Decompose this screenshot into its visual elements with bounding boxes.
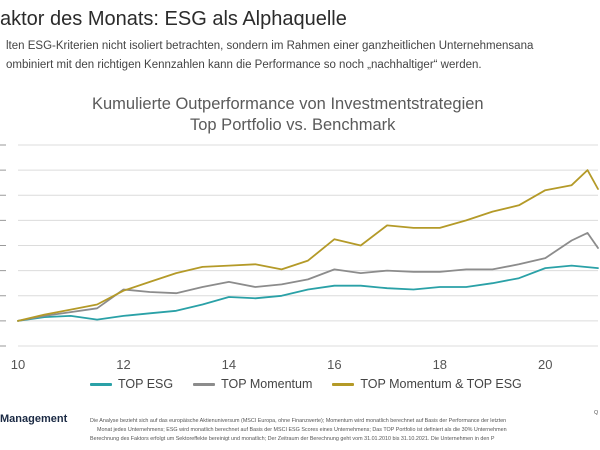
footnote-line-1: Die Analyse bezieht sich auf das europäi… bbox=[90, 418, 507, 424]
legend-item-top-esg: TOP ESG bbox=[90, 377, 173, 391]
x-tick-label: 18 bbox=[433, 357, 447, 372]
legend-swatch-top-momentum-esg bbox=[332, 382, 355, 386]
series-line-2 bbox=[17, 169, 599, 322]
x-tick-label: 14 bbox=[222, 357, 236, 372]
chart-subtitle: Top Portfolio vs. Benchmark bbox=[190, 116, 396, 134]
chart-legend: TOP ESG TOP Momentum TOP Momentum & TOP … bbox=[90, 377, 522, 391]
x-tick-label: 16 bbox=[327, 357, 341, 372]
chart-title: Kumulierte Outperformance von Investment… bbox=[92, 95, 484, 113]
footnote-line-3: Berechnung des Faktors erfolgt um Sektor… bbox=[90, 436, 495, 442]
x-tick-label: 10 bbox=[11, 357, 25, 372]
company-logo: Management bbox=[0, 413, 68, 425]
legend-label-top-momentum-esg: TOP Momentum & TOP ESG bbox=[360, 377, 522, 391]
source-label: Q bbox=[594, 410, 599, 416]
legend-item-top-momentum-esg: TOP Momentum & TOP ESG bbox=[332, 377, 522, 391]
series-line-1 bbox=[17, 231, 599, 322]
legend-swatch-top-esg bbox=[90, 382, 112, 386]
legend-item-top-momentum: TOP Momentum bbox=[193, 377, 312, 391]
subtitle-line-1: lten ESG-Kriterien nicht isoliert betrac… bbox=[6, 40, 534, 52]
series-line-0 bbox=[17, 264, 599, 322]
x-tick-label: 12 bbox=[116, 357, 130, 372]
subtitle-line-2: ombiniert mit den richtigen Kennzahlen k… bbox=[6, 59, 482, 71]
legend-swatch-top-momentum bbox=[193, 382, 216, 386]
x-tick-label: 20 bbox=[538, 357, 552, 372]
footnote-line-2: Monat jedes Unternehmens; ESG wird monat… bbox=[97, 427, 507, 433]
legend-label-top-esg: TOP ESG bbox=[118, 377, 174, 391]
legend-label-top-momentum: TOP Momentum bbox=[221, 377, 313, 391]
page-title: aktor des Monats: ESG als Alphaquelle bbox=[0, 8, 347, 30]
